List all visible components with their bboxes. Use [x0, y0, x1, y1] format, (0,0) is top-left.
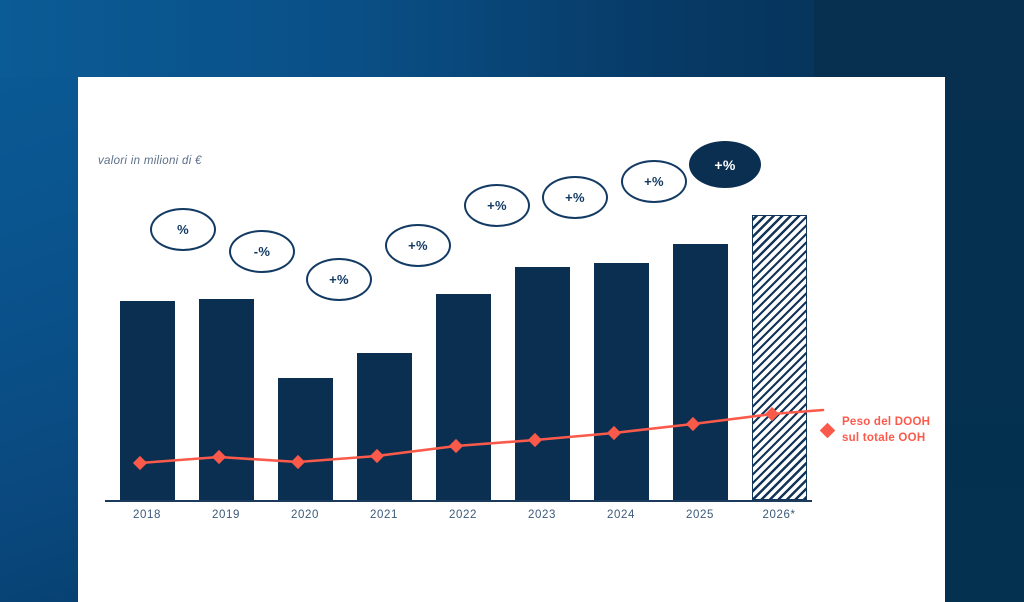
diamond-marker-icon: [819, 422, 836, 439]
bar-2021: [357, 353, 412, 500]
callout-2021-label: +%: [408, 238, 428, 253]
callout-2019-label: -%: [253, 244, 271, 259]
x-tick-2020: 2020: [291, 509, 319, 521]
callout-2024: +%: [621, 160, 687, 203]
x-tick-2026: 2026*: [762, 509, 796, 521]
legend: Peso del DOOH sul totale OOH: [819, 415, 930, 446]
legend-label-line2: sul totale OOH: [842, 431, 926, 444]
callout-2023: +%: [542, 176, 608, 219]
callout-2022: +%: [464, 184, 530, 227]
legend-label-line1: Peso del DOOH: [842, 416, 931, 428]
callout-2020-label: +%: [329, 272, 349, 287]
legend-label: Peso del DOOH sul totale OOH: [842, 415, 930, 446]
bar-2024: [594, 263, 649, 500]
bar-2022: [436, 294, 491, 500]
callout-2024-label: +%: [644, 174, 664, 189]
x-tick-2024: 2024: [607, 509, 635, 521]
x-tick-2021: 2021: [370, 509, 398, 521]
callout-2018-label: %: [177, 222, 189, 237]
plot-area: % -% +% +% +% +% +% +%: [78, 77, 945, 602]
callout-2019: -%: [229, 230, 295, 273]
x-tick-2022: 2022: [449, 509, 477, 521]
bar-2026-forecast: [752, 215, 807, 500]
x-axis-line: [105, 500, 812, 502]
bar-2018: [120, 301, 175, 500]
callout-2026-label: +%: [714, 156, 736, 173]
x-tick-2023: 2023: [528, 509, 556, 521]
callout-2026: +%: [689, 141, 761, 188]
callout-2018: %: [150, 208, 216, 251]
bar-2023: [515, 267, 570, 500]
callout-2020: +%: [306, 258, 372, 301]
chart-subtitle: valori in milioni di €: [98, 155, 202, 167]
bar-2019: [199, 299, 254, 500]
x-tick-2019: 2019: [212, 509, 240, 521]
trend-line-dooh: [132, 406, 825, 471]
bar-2020: [278, 378, 333, 500]
callout-2022-label: +%: [487, 198, 507, 213]
callout-2023-label: +%: [565, 190, 585, 205]
x-tick-2018: 2018: [133, 509, 161, 521]
x-tick-2025: 2025: [686, 509, 714, 521]
bar-2025: [673, 244, 728, 500]
chart-card: valori in milioni di € % -% +% +% +% +%: [78, 77, 945, 602]
callout-2021: +%: [385, 224, 451, 267]
